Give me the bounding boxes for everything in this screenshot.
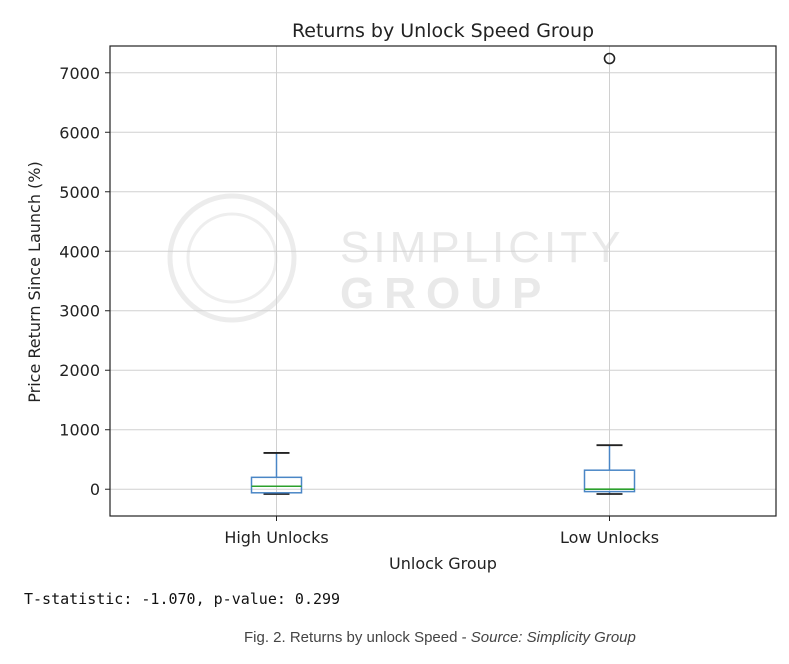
y-tick-label: 1000 bbox=[59, 421, 100, 440]
chart-title: Returns by Unlock Speed Group bbox=[292, 20, 594, 42]
caption-source: Source: Simplicity Group bbox=[470, 629, 636, 646]
boxes bbox=[250, 52, 636, 495]
watermark: SIMPLICITY GROUP bbox=[167, 193, 625, 323]
y-tick-label: 4000 bbox=[59, 242, 100, 261]
iqr-box bbox=[583, 469, 636, 493]
y-tick-label: 6000 bbox=[59, 123, 100, 142]
t-test-result: T-statistic: -1.070, p-value: 0.299 bbox=[24, 590, 341, 608]
watermark-line1: SIMPLICITY bbox=[340, 223, 625, 272]
iqr-box bbox=[250, 476, 303, 494]
x-axis: High Unlocks Low Unlocks bbox=[224, 516, 659, 547]
caption-prefix: Fig. 2. Returns by unlock Speed - bbox=[244, 629, 471, 646]
figure-caption: Fig. 2. Returns by unlock Speed - Source… bbox=[244, 629, 636, 646]
x-tick-label: Low Unlocks bbox=[560, 528, 659, 547]
box-group bbox=[583, 52, 636, 495]
y-axis-label: Price Return Since Launch (%) bbox=[25, 161, 44, 402]
x-axis-label: Unlock Group bbox=[389, 554, 497, 573]
watermark-logo-inner-icon bbox=[186, 212, 278, 304]
grid bbox=[110, 46, 776, 516]
watermark-line2: GROUP bbox=[340, 269, 551, 318]
y-tick-label: 2000 bbox=[59, 361, 100, 380]
y-tick-label: 3000 bbox=[59, 302, 100, 321]
watermark-logo-icon bbox=[167, 193, 297, 323]
y-tick-label: 5000 bbox=[59, 183, 100, 202]
box-plot-chart: SIMPLICITY GROUP 0 1000 2000 3000 4000 5000 60… bbox=[25, 20, 777, 573]
y-tick-label: 7000 bbox=[59, 64, 100, 83]
outlier-point bbox=[603, 52, 616, 65]
y-tick-label: 0 bbox=[90, 480, 100, 499]
x-tick-label: High Unlocks bbox=[224, 528, 328, 547]
plot-frame bbox=[109, 45, 777, 517]
box-group bbox=[250, 452, 303, 495]
y-axis: 0 1000 2000 3000 4000 5000 6000 7000 bbox=[59, 64, 110, 499]
